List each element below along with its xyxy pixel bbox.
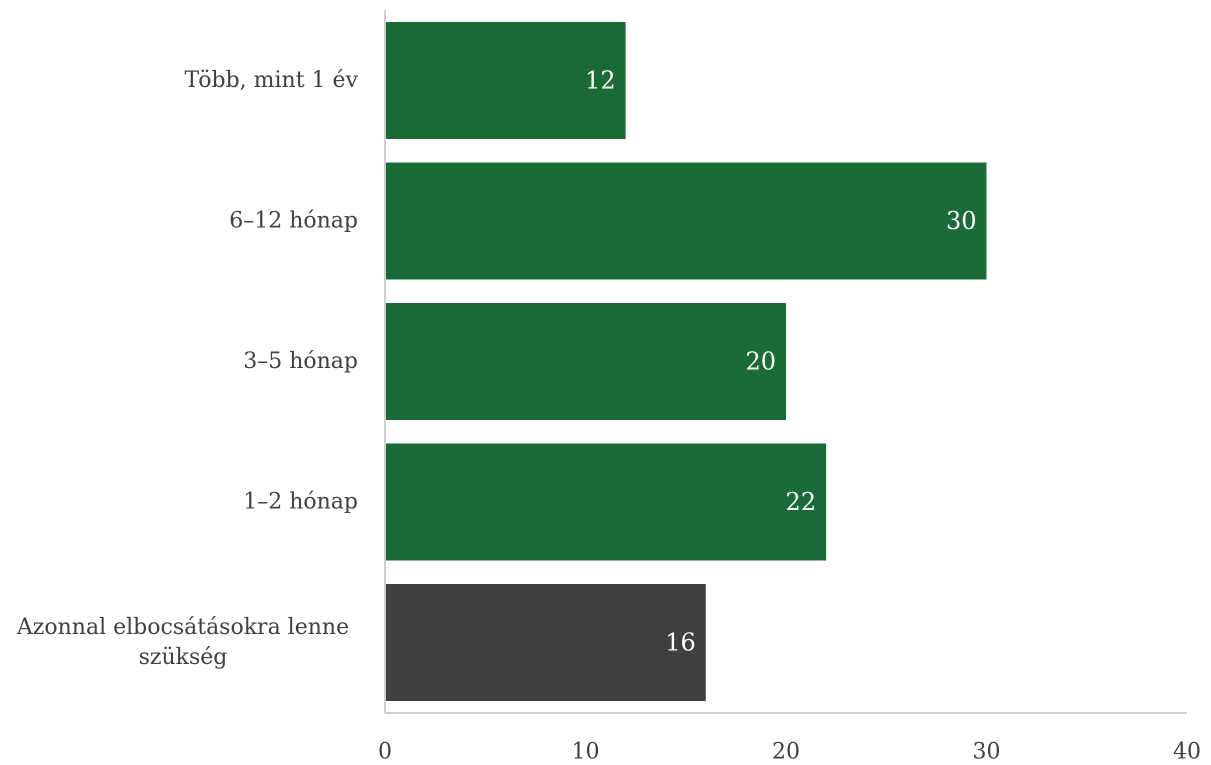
- bar: [386, 303, 786, 420]
- bar: [386, 162, 987, 280]
- category-label-line: Azonnal elbocsátásokra lenne: [16, 615, 349, 640]
- category-label-line: 6–12 hónap: [229, 209, 358, 234]
- bars-group: 12 30 20 22 16: [386, 22, 987, 701]
- category-labels: Több, mint 1 év 6–12 hónap 3–5 hónap 1–2 hó…: [16, 68, 359, 670]
- category-label-line: 3–5 hónap: [243, 349, 358, 374]
- category-label-line: 1–2 hónap: [243, 490, 358, 515]
- x-tick-label: 10: [572, 740, 600, 765]
- x-tick-label: 30: [973, 740, 1001, 765]
- category-label: Több, mint 1 év: [184, 68, 358, 93]
- bar-value-label: 30: [946, 207, 977, 235]
- category-label: 1–2 hónap: [243, 490, 358, 515]
- bar-value-label: 16: [665, 629, 696, 657]
- category-label-line: szükség: [139, 645, 228, 670]
- category-label-line: Több, mint 1 év: [184, 68, 358, 93]
- bar-value-label: 22: [786, 488, 817, 516]
- x-tick-label: 0: [378, 740, 392, 765]
- category-label: 3–5 hónap: [243, 349, 358, 374]
- x-tick-labels: 0 10 20 30 40: [378, 740, 1201, 765]
- category-label: Azonnal elbocsátásokra lenne szükség: [16, 615, 349, 670]
- bar: [386, 22, 626, 139]
- bar-value-label: 12: [585, 67, 616, 95]
- x-tick-label: 20: [772, 740, 800, 765]
- bar: [386, 584, 706, 701]
- bar-value-label: 20: [745, 348, 776, 376]
- bar: [386, 443, 827, 561]
- category-label: 6–12 hónap: [229, 209, 358, 234]
- x-tick-label: 40: [1173, 740, 1201, 765]
